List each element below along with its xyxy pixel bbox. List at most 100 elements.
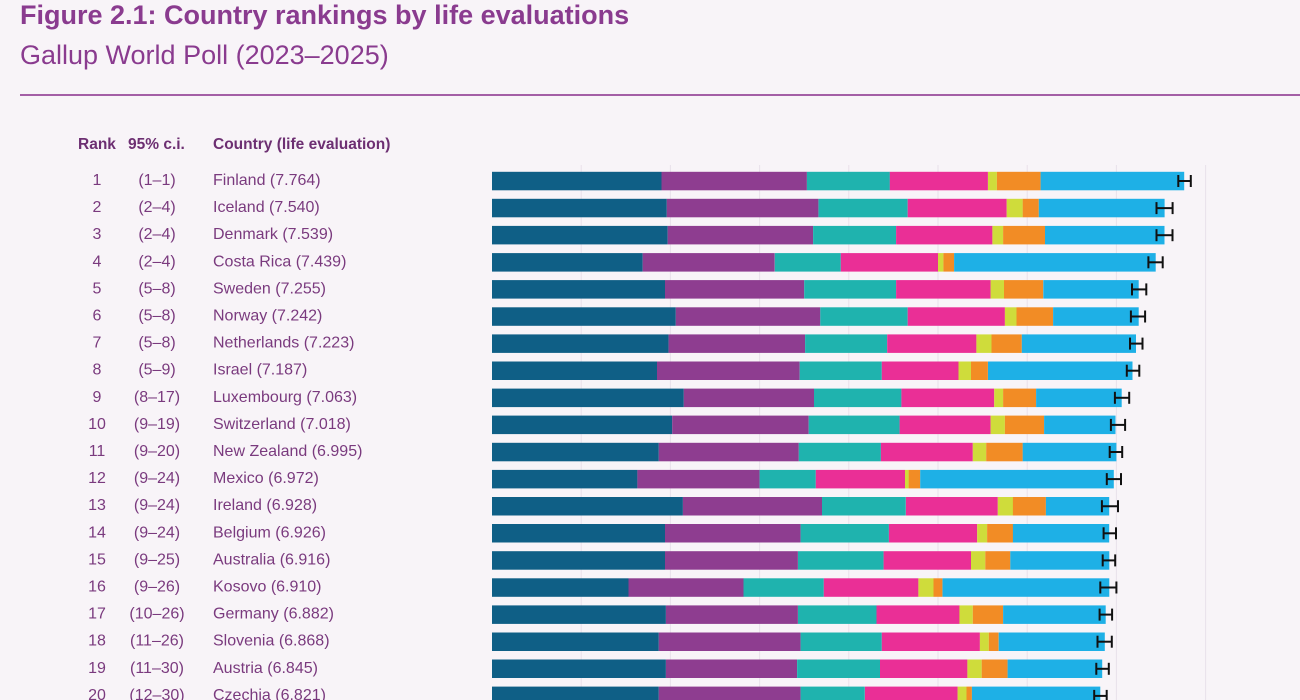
ci-label: (11–26) (130, 633, 184, 650)
bar-segment (1003, 225, 1045, 245)
bar-segment (896, 280, 991, 299)
ci-label: (2–4) (138, 199, 175, 216)
bar-segment (628, 578, 744, 597)
bar-segment (840, 253, 938, 272)
bar-segment (1003, 388, 1037, 408)
country-label: Switzerland (7.018) (213, 416, 351, 433)
bar-segment (661, 171, 807, 191)
bar-segment (938, 253, 944, 272)
ci-label: (2–4) (138, 226, 175, 243)
bar-segment (908, 469, 921, 489)
bar-segment (981, 659, 1008, 678)
country-label: New Zealand (6.995) (213, 443, 362, 460)
bar-segment (996, 171, 1041, 191)
country-label: Australia (6.916) (213, 551, 330, 568)
bar-segment (823, 578, 919, 597)
bar-segment (957, 686, 967, 700)
country-label: Kosovo (6.910) (213, 579, 322, 596)
bar-segment (971, 686, 1101, 700)
bar-segment (1012, 497, 1046, 516)
bar-segment (492, 415, 673, 435)
bar-segment (997, 497, 1013, 516)
bar-segment (987, 524, 1013, 543)
bar-segment (971, 551, 986, 570)
rank-label: 4 (93, 253, 102, 270)
ci-label: (8–17) (134, 389, 180, 406)
ci-label: (9–26) (134, 579, 180, 596)
ci-label: (5–8) (138, 280, 175, 297)
bar-segment (666, 198, 819, 218)
bar-segment (492, 442, 659, 462)
bar-segment (805, 334, 888, 353)
bar-segment (759, 469, 816, 489)
ci-label: (5–9) (138, 362, 175, 379)
ci-label: (12–30) (129, 687, 184, 700)
bar-segment (798, 551, 884, 570)
country-label: Ireland (6.928) (213, 497, 317, 514)
bar-segment (971, 361, 988, 380)
bar-segment (808, 415, 900, 435)
bar-segment (907, 198, 1007, 218)
bar-segment (683, 388, 814, 408)
bar-segment (657, 361, 800, 380)
bar-segment (1004, 307, 1017, 326)
bar-segment (797, 659, 881, 678)
country-label: Costa Rica (7.439) (213, 253, 346, 270)
rank-label: 20 (88, 687, 106, 700)
rank-label: 6 (93, 308, 102, 325)
bar-segment (889, 171, 988, 191)
country-label: Luxembourg (7.063) (213, 389, 357, 406)
rank-label: 18 (88, 633, 106, 650)
rank-label: 3 (93, 226, 102, 243)
bar-segment (864, 686, 958, 700)
bar-segment (665, 551, 798, 570)
header-rank: Rank (78, 136, 116, 153)
bar-segment (918, 578, 934, 597)
bar-segment (492, 469, 638, 489)
rank-label: 14 (88, 524, 106, 541)
bar-segment (1043, 280, 1139, 299)
bar-segment (901, 388, 995, 408)
bar-segment (977, 524, 987, 543)
bar-segment (1036, 388, 1122, 408)
figure-title: Figure 2.1: Country rankings by life eva… (20, 0, 630, 30)
rank-label: 16 (88, 579, 106, 596)
bar-segment (800, 524, 889, 543)
bar-segment (1053, 307, 1139, 326)
bar-segment (896, 225, 993, 245)
bar-segment (905, 497, 998, 516)
bar-segment (991, 334, 1022, 353)
bar-segment (1021, 334, 1136, 353)
bar-segment (907, 307, 1005, 326)
bar-segment (637, 469, 760, 489)
bar-segment (492, 334, 669, 353)
header-country: Country (life evaluation) (213, 136, 391, 153)
bar-segment (675, 307, 821, 326)
bar-segment (1038, 198, 1165, 218)
ci-label: (2–4) (138, 253, 175, 270)
bar-segment (813, 225, 897, 245)
bar-segment (1022, 198, 1039, 218)
bar-segment (876, 605, 960, 624)
bar-segment (933, 578, 943, 597)
bar-segment (986, 442, 1023, 462)
bar-segment (881, 632, 980, 651)
rank-label: 2 (93, 199, 102, 216)
bar-segment (967, 659, 982, 678)
bar-segment (492, 551, 665, 570)
rank-label: 5 (93, 280, 102, 297)
country-label: Belgium (6.926) (213, 524, 326, 541)
bar-segment (804, 280, 897, 299)
country-label: Denmark (7.539) (213, 226, 333, 243)
bar-segment (1003, 605, 1106, 624)
rank-label: 13 (88, 497, 106, 514)
bar-segment (492, 578, 629, 597)
rank-label: 15 (88, 551, 106, 568)
bar-segment (818, 198, 908, 218)
country-label: Norway (7.242) (213, 308, 322, 325)
bar-segment (492, 686, 659, 700)
bar-segment (672, 415, 809, 435)
bar-segment (492, 524, 665, 543)
bar-segment (642, 253, 775, 272)
rank-label: 12 (88, 470, 106, 487)
